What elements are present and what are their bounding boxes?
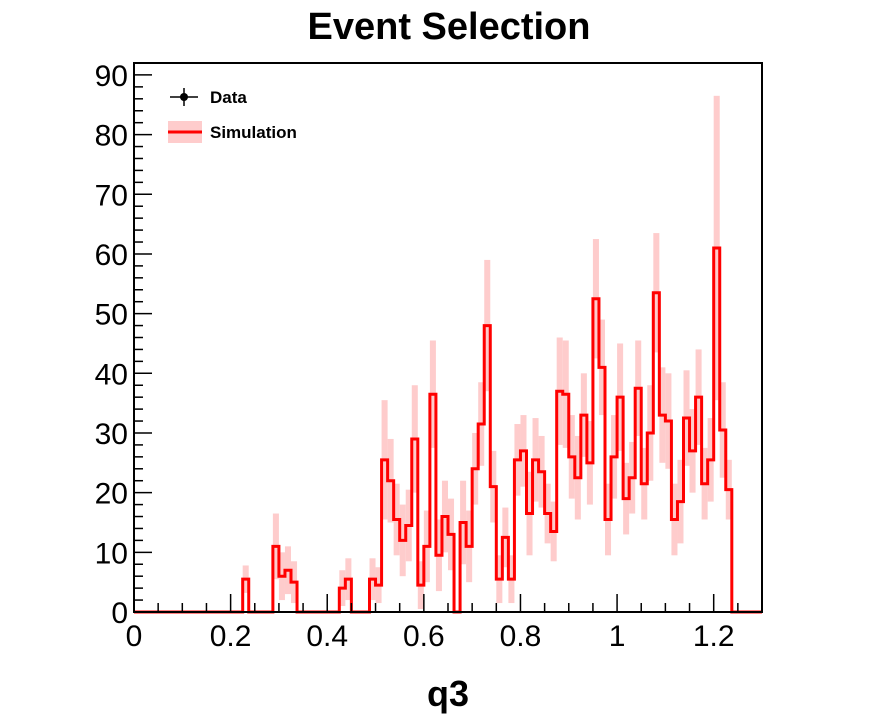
- legend-simulation-label: Simulation: [210, 123, 297, 142]
- x-tick-label: 0.4: [306, 620, 348, 653]
- y-tick-label: 20: [95, 478, 128, 511]
- y-tick-label: 30: [95, 418, 128, 451]
- y-tick-label: 0: [111, 597, 128, 630]
- x-tick-label: 1: [609, 620, 626, 653]
- y-tick-label: 40: [95, 358, 128, 391]
- x-axis-label: q3: [427, 673, 469, 714]
- y-tick-label: 60: [95, 239, 128, 272]
- y-tick-label: 50: [95, 299, 128, 332]
- y-tick-label: 80: [95, 120, 128, 153]
- y-tick-label: 10: [95, 537, 128, 570]
- x-tick-label: 0.6: [403, 620, 445, 653]
- simulation-histogram-line: [134, 246, 762, 614]
- x-tick-label: 0.2: [210, 620, 252, 653]
- x-tick-label: 0.8: [500, 620, 542, 653]
- x-tick-label: 1.2: [693, 620, 735, 653]
- y-tick-label: 70: [95, 179, 128, 212]
- axes: 0 0.2 0.4 0.6 0.8 1 1.2 0 10 20 30 40 50 60 70 80 90: [95, 60, 763, 653]
- y-tick-label: 90: [95, 60, 128, 93]
- chart-title: Event Selection: [308, 6, 591, 48]
- legend-data-marker: [180, 93, 188, 101]
- legend: Data Simulation: [168, 88, 297, 143]
- x-tick-label: 0: [126, 620, 143, 653]
- legend-data-label: Data: [210, 88, 247, 107]
